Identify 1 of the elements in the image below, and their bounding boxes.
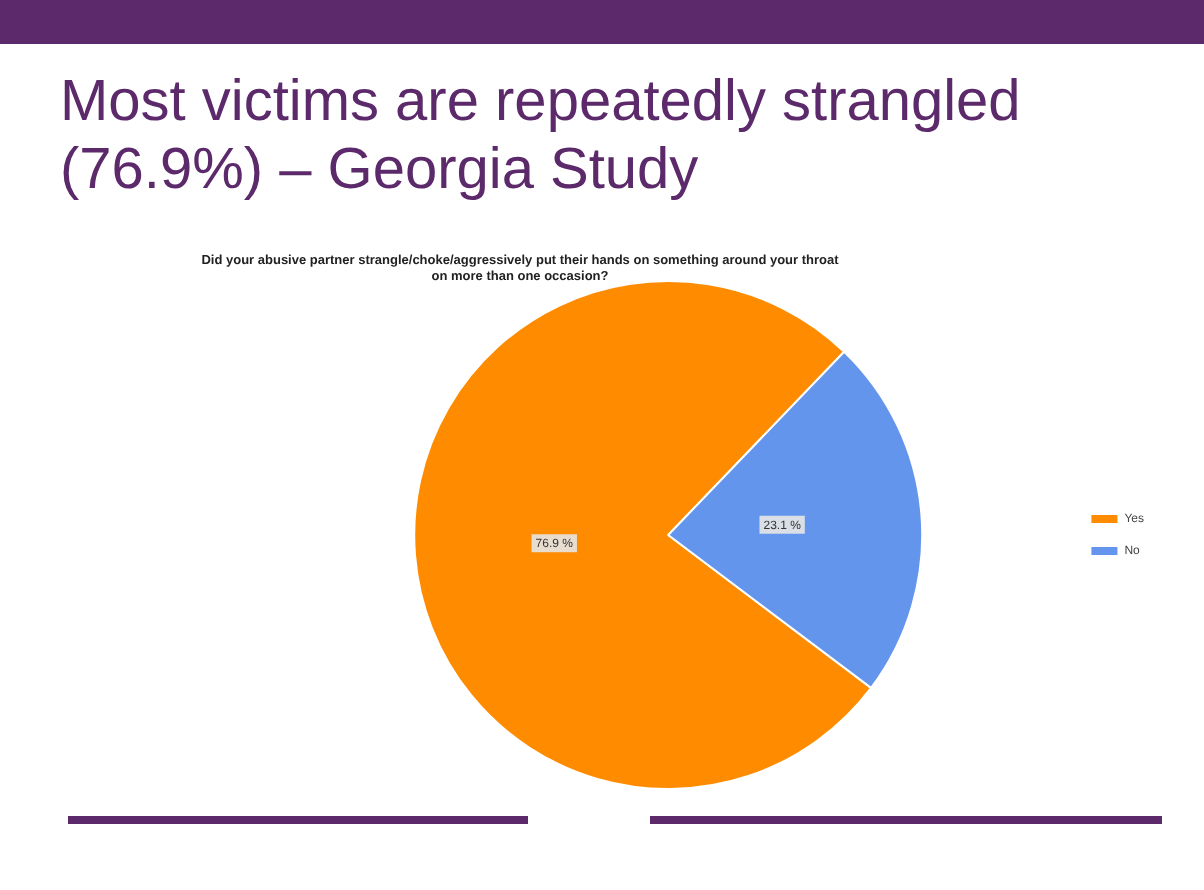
- chart-title: Most victims are repeatedly strangled (76.9%) – Georgia Study: [60, 68, 1023, 204]
